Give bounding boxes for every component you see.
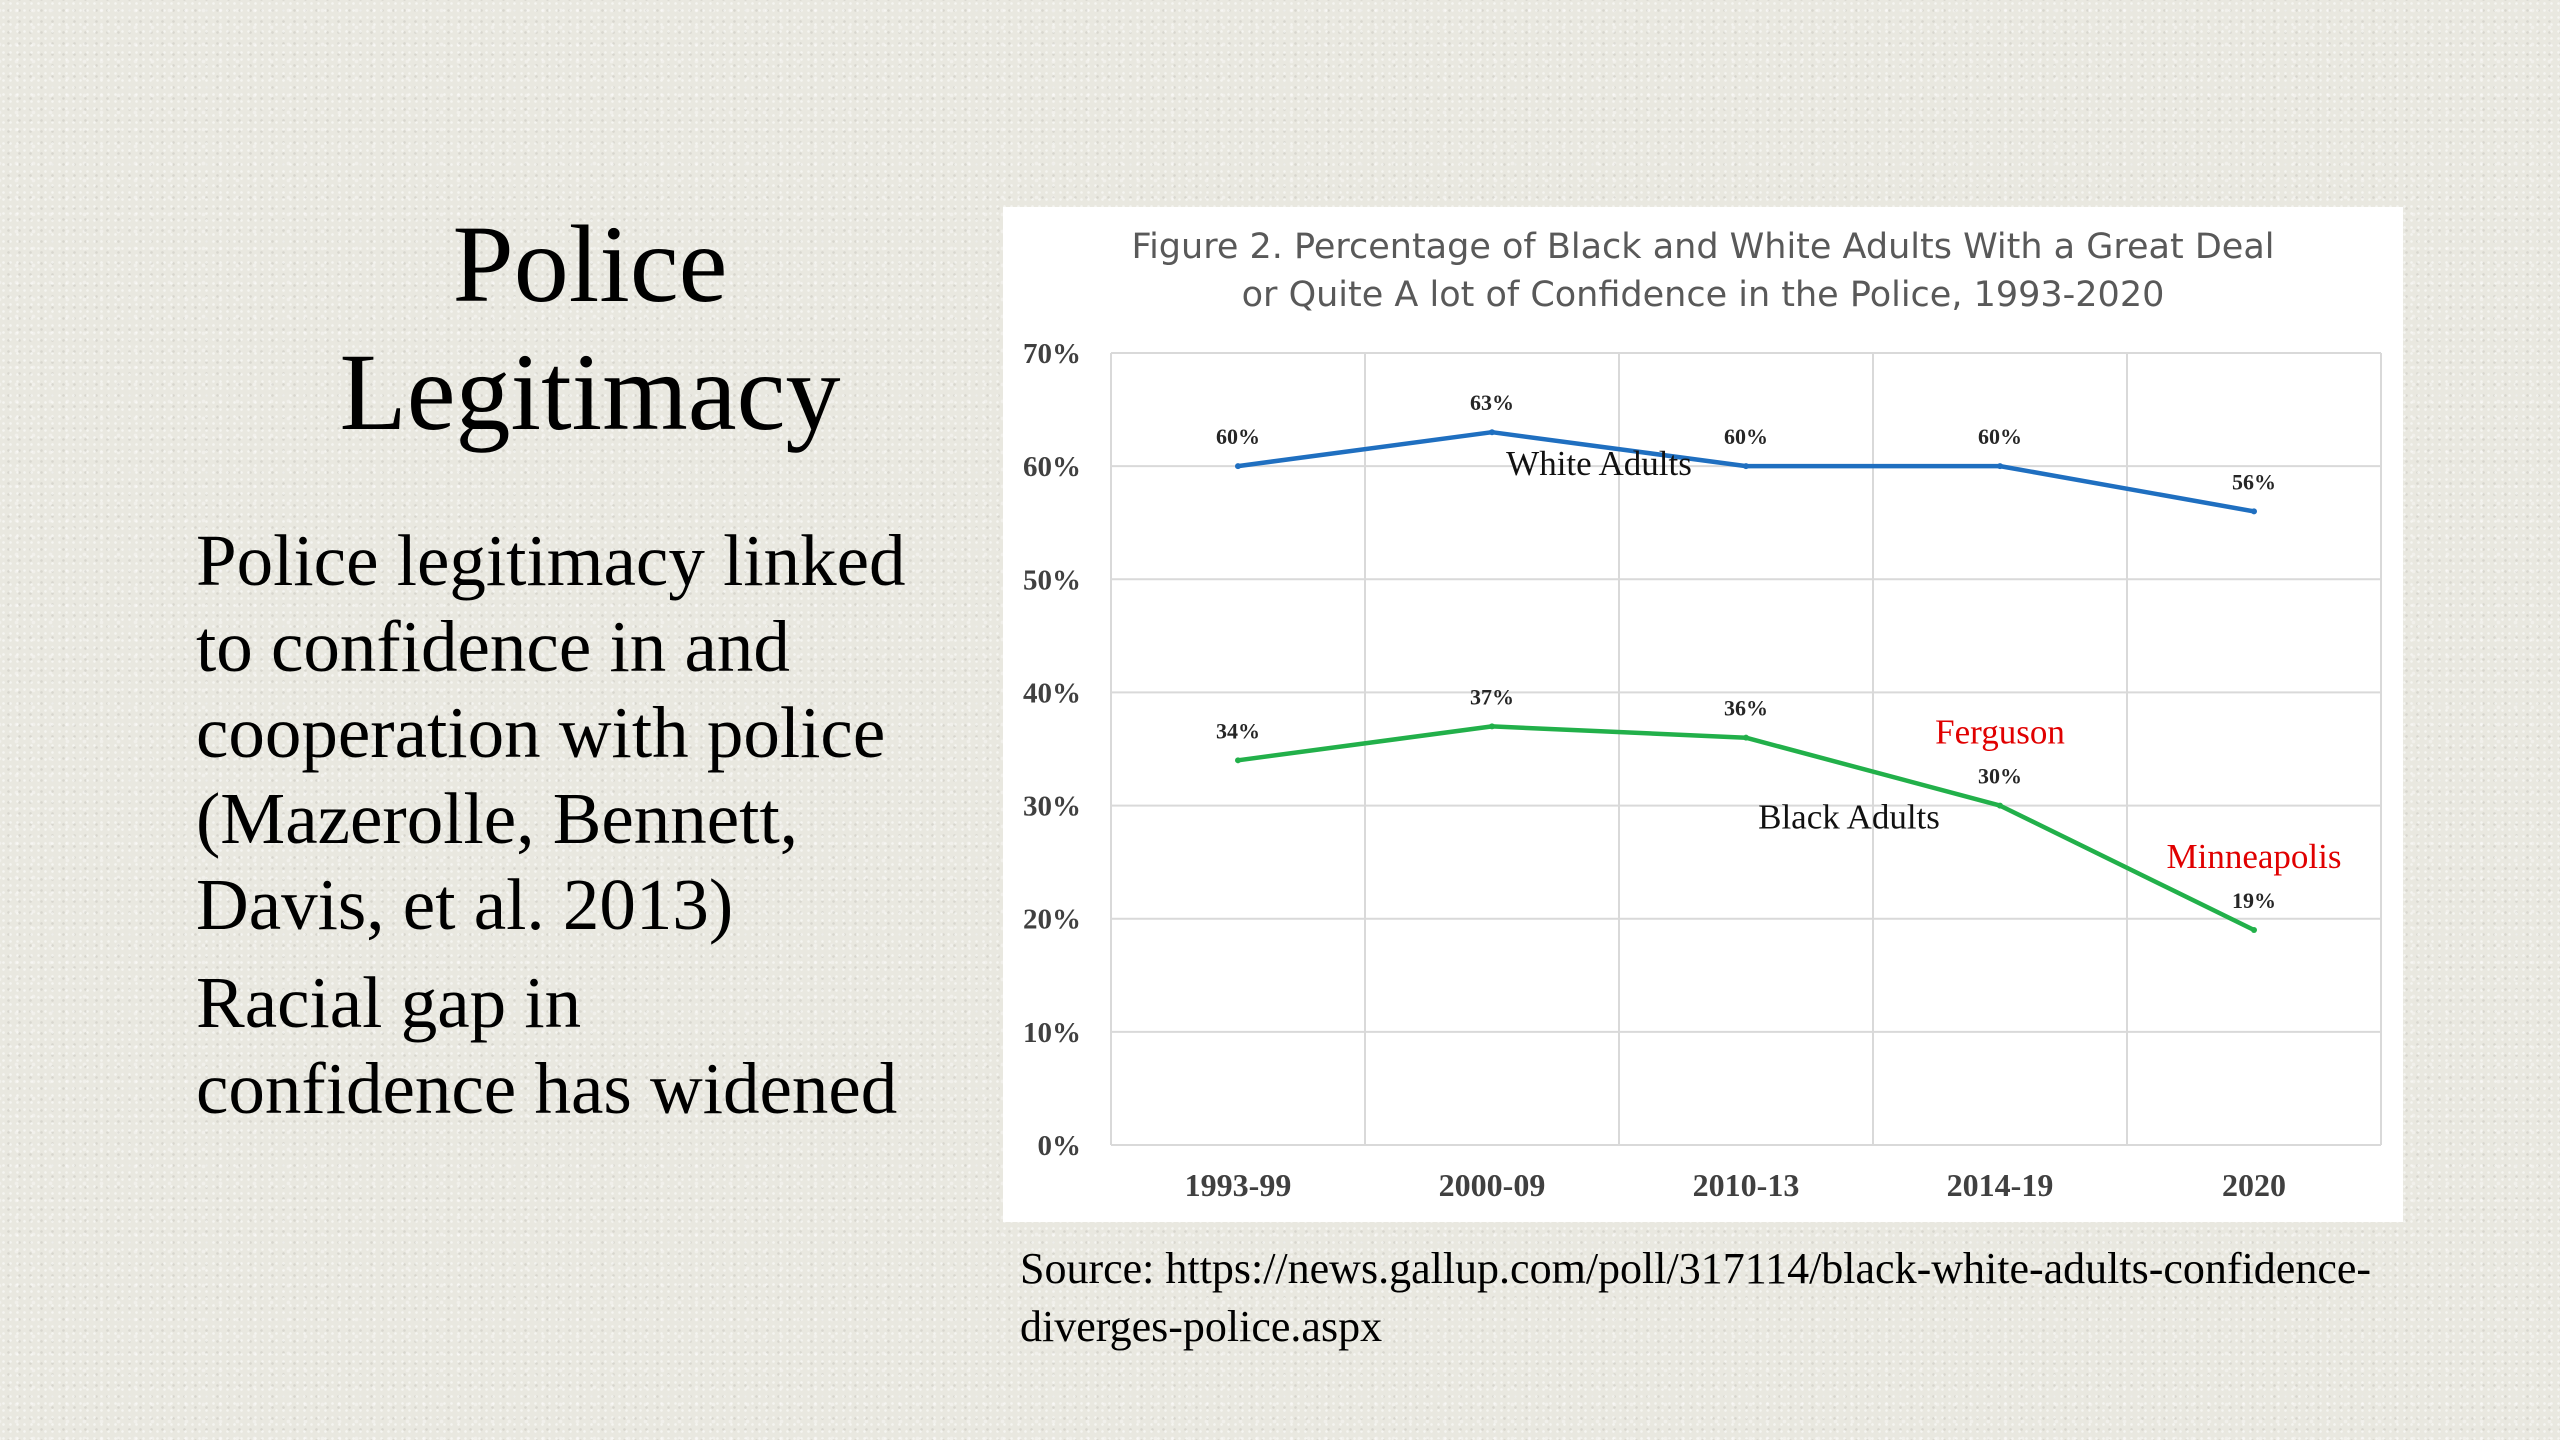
- data-point: [1489, 429, 1495, 436]
- slide-title: Police Legitimacy: [150, 200, 1030, 456]
- x-tick-label: 1993-99: [1185, 1167, 1292, 1203]
- data-label: 37%: [1470, 684, 1514, 709]
- chart-panel: Figure 2. Percentage of Black and White …: [1003, 207, 2403, 1222]
- data-point: [2251, 508, 2257, 515]
- y-tick-label: 0%: [1038, 1130, 1082, 1162]
- series-label-white-adults: White Adults: [1506, 444, 1692, 483]
- data-point: [1489, 723, 1495, 730]
- data-label: 19%: [2232, 888, 2276, 913]
- y-tick-label: 10%: [1023, 1017, 1081, 1049]
- data-label: 60%: [1978, 424, 2022, 449]
- data-label: 60%: [1724, 424, 1768, 449]
- chart-title-line-2: or Quite A lot of Confidence in the Poli…: [1242, 275, 2165, 315]
- series-line-black-adults: [1237, 724, 2255, 933]
- y-tick-label: 50%: [1023, 564, 1081, 596]
- data-label: 56%: [2232, 469, 2276, 494]
- data-label: 63%: [1470, 390, 1514, 415]
- annotation-ferguson: Ferguson: [1935, 713, 2065, 752]
- chart-title-line-1: Figure 2. Percentage of Black and White …: [1131, 227, 2274, 267]
- data-label: 60%: [1216, 424, 1260, 449]
- data-point: [1743, 734, 1749, 741]
- data-point: [2251, 927, 2257, 934]
- data-point: [1997, 802, 2003, 809]
- data-point: [1235, 463, 1241, 470]
- source-citation: Source: https://news.gallup.com/poll/317…: [1020, 1244, 2372, 1351]
- y-tick-label: 70%: [1023, 338, 1081, 370]
- line-chart: Figure 2. Percentage of Black and White …: [1023, 227, 2382, 1203]
- plot-area: 0% 10% 20% 30% 40% 50% 60% 70% 1993-99 2000-09 201…: [1023, 338, 2382, 1203]
- y-tick-label: 60%: [1023, 451, 1081, 483]
- y-tick-label: 40%: [1023, 677, 1081, 709]
- data-label: 34%: [1216, 718, 1260, 743]
- series-label-black-adults: Black Adults: [1758, 798, 1940, 837]
- y-tick-label: 30%: [1023, 791, 1081, 823]
- y-tick-label: 20%: [1023, 904, 1081, 936]
- bullet-legitimacy: Police legitimacy linked to confidence i…: [196, 520, 906, 945]
- x-tick-label: 2020: [2222, 1167, 2286, 1203]
- x-tick-label: 2000-09: [1439, 1167, 1546, 1203]
- slide-title-line-1: Police: [452, 203, 728, 325]
- bullet-racial-gap: Racial gap in confidence has widened: [196, 962, 898, 1129]
- bullet-list: Police legitimacy linked to confidence i…: [196, 518, 996, 1144]
- annotation-minneapolis: Minneapolis: [2167, 837, 2342, 876]
- slide-title-line-2: Legitimacy: [339, 331, 841, 453]
- data-point: [1997, 463, 2003, 470]
- data-point: [1235, 757, 1241, 764]
- x-tick-label: 2010-13: [1693, 1167, 1800, 1203]
- data-label: 36%: [1724, 696, 1768, 721]
- data-point: [1743, 463, 1749, 470]
- x-tick-label: 2014-19: [1947, 1167, 2054, 1203]
- data-label: 30%: [1978, 764, 2022, 789]
